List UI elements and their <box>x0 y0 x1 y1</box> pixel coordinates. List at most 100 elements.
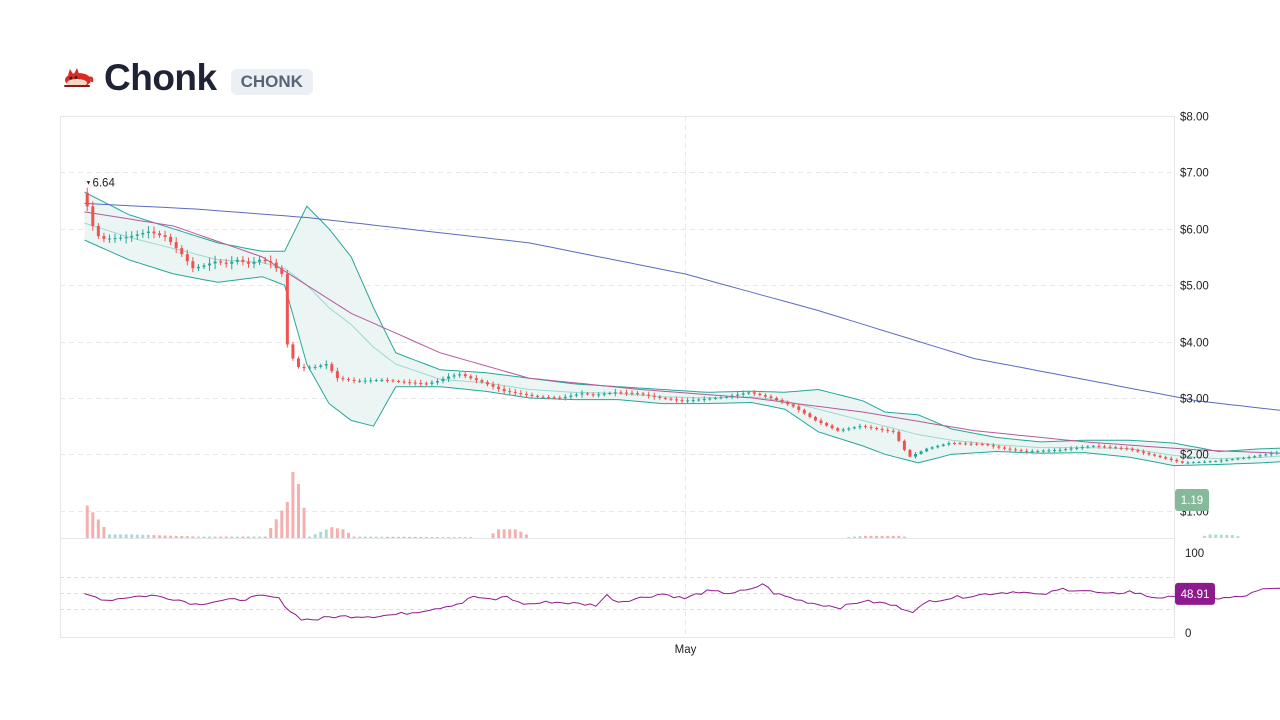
price-tick-label: $5.00 <box>1180 281 1209 293</box>
candle-body <box>1047 450 1051 452</box>
candle-body <box>252 261 256 264</box>
volume-bar <box>324 529 328 538</box>
volume-bar <box>363 536 367 538</box>
volume-bar <box>180 536 184 538</box>
volume-bar <box>430 536 434 538</box>
volume-bar <box>897 535 901 538</box>
candle-body <box>925 448 929 452</box>
candle-body <box>1008 448 1012 450</box>
moving-average-layer <box>84 202 1280 454</box>
volume-bar <box>330 527 334 538</box>
candle-body <box>491 384 495 387</box>
candle-body <box>708 398 712 400</box>
volume-bar <box>369 536 373 538</box>
candle-body <box>547 397 551 399</box>
candle-body <box>246 261 250 264</box>
candle-body <box>402 381 406 383</box>
volume-bar <box>107 534 111 538</box>
candle-body <box>469 376 473 379</box>
candle-body <box>719 397 723 399</box>
candle-body <box>124 237 128 239</box>
volume-bar <box>191 536 195 538</box>
candle-body <box>652 395 656 397</box>
volume-bar <box>135 534 139 538</box>
price-tick-label: $7.00 <box>1180 168 1209 180</box>
candle-body <box>485 382 489 385</box>
candle-body <box>1052 450 1056 452</box>
candle-body <box>296 358 300 367</box>
candle-body <box>1108 446 1112 448</box>
candle-body <box>1141 451 1145 453</box>
candle-body <box>791 404 795 407</box>
candle-body <box>413 382 417 384</box>
bollinger-basis-line <box>84 222 1280 460</box>
candle-body <box>725 396 729 398</box>
asset-header: Chonk CHONK <box>60 56 313 100</box>
candle-body <box>1158 455 1162 458</box>
candle-body <box>1186 462 1190 464</box>
candle-body <box>319 365 323 367</box>
moving-average-mid-line <box>84 211 1280 454</box>
volume-bar <box>224 536 228 538</box>
volume-bar <box>146 534 150 538</box>
volume-bar <box>252 536 256 538</box>
volume-bar <box>869 535 873 538</box>
candle-body <box>180 248 184 255</box>
volume-bar <box>158 535 162 538</box>
volume-bar <box>1219 534 1223 538</box>
volume-bar <box>469 537 473 538</box>
candle-body <box>825 423 829 426</box>
candle-body <box>119 237 123 239</box>
volume-bar <box>85 505 89 538</box>
volume-bars-layer <box>85 472 1240 538</box>
candle-body <box>347 379 351 381</box>
candle-body <box>1019 450 1023 452</box>
candle-body <box>891 430 895 432</box>
candle-body <box>274 262 278 269</box>
candle-body <box>1091 445 1095 447</box>
volume-bar <box>513 529 517 538</box>
candle-body <box>1164 457 1168 459</box>
volume-bar <box>219 536 223 538</box>
volume-bar <box>119 534 123 538</box>
candle-body <box>1041 450 1045 452</box>
candle-body <box>1025 450 1029 452</box>
volume-bar <box>858 536 862 538</box>
last-price-badge <box>1175 489 1209 512</box>
volume-bar <box>380 536 384 538</box>
candle-body <box>636 393 640 395</box>
candle-body <box>263 259 267 262</box>
volume-bar <box>313 534 317 538</box>
candle-body <box>1064 449 1068 451</box>
candle-body <box>269 261 273 263</box>
candle-body <box>980 443 984 445</box>
candle-body <box>680 400 684 402</box>
candle-body <box>1153 454 1157 456</box>
candle-body <box>1114 447 1118 449</box>
candle-body <box>730 395 734 397</box>
candle-body <box>936 445 940 448</box>
candle-body <box>474 378 478 381</box>
volume-bar <box>280 510 284 538</box>
candle-body <box>424 383 428 385</box>
volume-bar <box>852 536 856 538</box>
rsi-value-badge <box>1175 582 1215 605</box>
candle-body <box>586 393 590 395</box>
candle-body <box>919 451 923 454</box>
volume-bar <box>302 507 306 538</box>
candle-body <box>930 447 934 449</box>
candle-body <box>641 393 645 395</box>
axis-layer: $8.00$7.00$6.00$5.00$4.00$3.00$2.00$1.00… <box>675 112 1209 657</box>
volume-bar <box>435 537 439 538</box>
candle-body <box>313 366 317 368</box>
volume-bar <box>208 536 212 538</box>
candle-body <box>291 344 295 359</box>
candle-body <box>107 238 111 240</box>
candle-body <box>1175 459 1179 462</box>
candle-body <box>541 396 545 398</box>
candle-body <box>558 397 562 399</box>
candle-body <box>530 394 534 396</box>
last-price-badge-text: 1.19 <box>1181 495 1203 507</box>
volume-bar <box>441 537 445 538</box>
